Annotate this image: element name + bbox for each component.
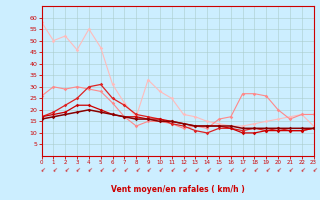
X-axis label: Vent moyen/en rafales ( km/h ): Vent moyen/en rafales ( km/h ) <box>111 185 244 194</box>
Text: ↓: ↓ <box>239 167 246 174</box>
Text: ↓: ↓ <box>227 167 235 174</box>
Text: ↓: ↓ <box>275 167 282 174</box>
Text: ↓: ↓ <box>204 167 211 174</box>
Text: ↓: ↓ <box>62 167 69 174</box>
Text: ↓: ↓ <box>121 167 128 174</box>
Text: ↓: ↓ <box>50 167 57 174</box>
Text: ↓: ↓ <box>215 167 223 174</box>
Text: ↓: ↓ <box>298 167 305 174</box>
Text: ↓: ↓ <box>132 167 140 174</box>
Text: ↓: ↓ <box>286 167 293 174</box>
Text: ↓: ↓ <box>38 167 45 174</box>
Text: ↓: ↓ <box>156 167 164 174</box>
Text: ↓: ↓ <box>180 167 187 174</box>
Text: ↓: ↓ <box>144 167 152 174</box>
Text: ↓: ↓ <box>97 167 104 174</box>
Text: ↓: ↓ <box>251 167 258 174</box>
Text: ↓: ↓ <box>168 167 175 174</box>
Text: ↓: ↓ <box>74 167 81 174</box>
Text: ↓: ↓ <box>192 167 199 174</box>
Text: ↓: ↓ <box>263 167 270 174</box>
Text: ↓: ↓ <box>85 167 92 174</box>
Text: ↓: ↓ <box>109 167 116 174</box>
Text: ↓: ↓ <box>310 167 317 174</box>
